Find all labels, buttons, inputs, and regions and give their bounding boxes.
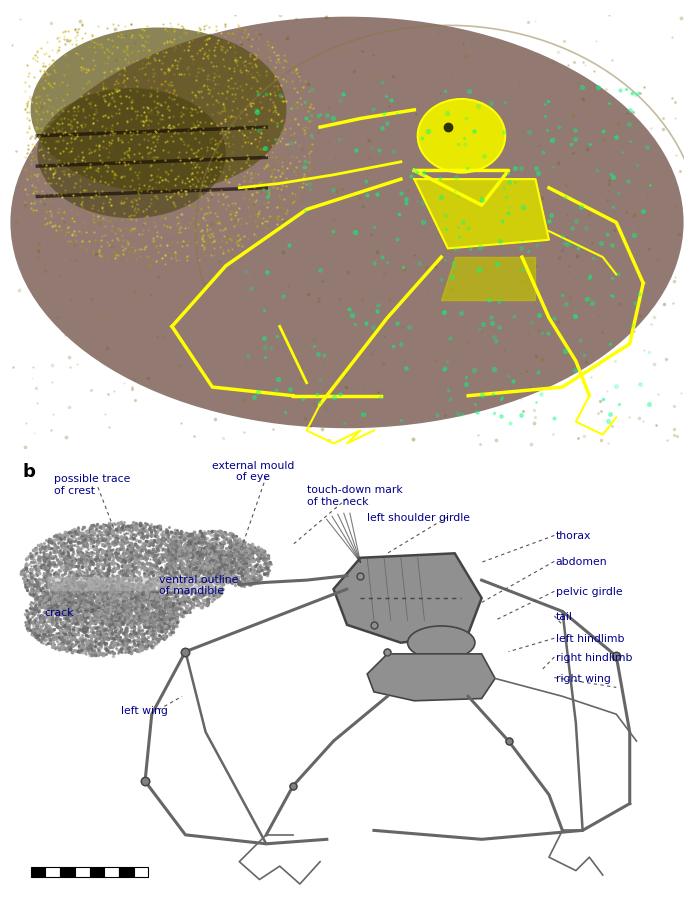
FancyBboxPatch shape: [47, 578, 223, 591]
Polygon shape: [441, 258, 536, 301]
Polygon shape: [367, 654, 495, 701]
Text: a: a: [21, 28, 33, 46]
Bar: [104, 867, 119, 877]
Bar: [45, 867, 60, 877]
Text: thorax: thorax: [556, 531, 591, 541]
Text: pelvic girdle: pelvic girdle: [556, 587, 623, 597]
Text: tail: tail: [556, 611, 573, 621]
Text: crack: crack: [44, 608, 74, 618]
Text: ventral outline
of mandible: ventral outline of mandible: [158, 574, 238, 596]
Bar: [90, 867, 104, 877]
Ellipse shape: [37, 89, 226, 219]
Ellipse shape: [407, 626, 475, 660]
Bar: [119, 867, 134, 877]
Text: abdomen: abdomen: [556, 557, 607, 567]
Polygon shape: [334, 554, 482, 643]
Bar: [134, 867, 149, 877]
Text: left hindlimb: left hindlimb: [556, 633, 624, 643]
Text: right hindlimb: right hindlimb: [556, 652, 632, 662]
Bar: [60, 867, 75, 877]
Bar: [75, 867, 90, 877]
Bar: [31, 867, 45, 877]
Text: possible trace
of crest: possible trace of crest: [54, 474, 130, 496]
Ellipse shape: [418, 100, 505, 173]
Polygon shape: [414, 180, 549, 249]
Ellipse shape: [31, 28, 287, 193]
Text: external mould
of eye: external mould of eye: [212, 460, 294, 482]
Ellipse shape: [10, 17, 684, 429]
Text: left shoulder girdle: left shoulder girdle: [367, 512, 471, 522]
Text: right wing: right wing: [556, 673, 611, 683]
Text: b: b: [22, 462, 35, 480]
Text: left wing: left wing: [121, 705, 169, 715]
Text: touch-down mark
of the neck: touch-down mark of the neck: [307, 485, 403, 507]
